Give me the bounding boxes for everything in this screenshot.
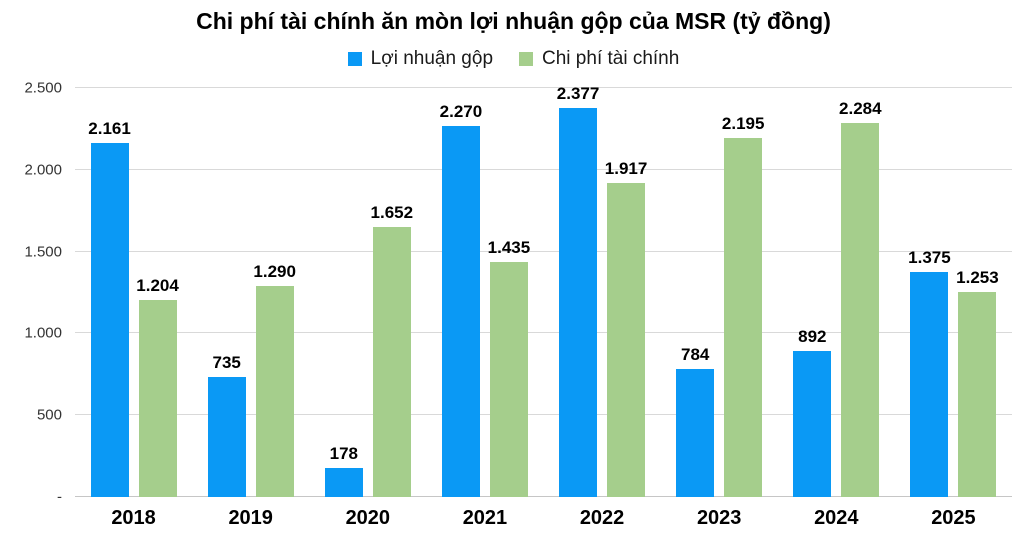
gridline-1000 (75, 332, 1012, 334)
bar-group-2019: 735 1.290 (192, 88, 309, 497)
y-tick-label-2000: 2.000 (24, 161, 62, 179)
bar-groups: 2.161 1.204 735 1.290 178 1.652 2.270 1.435 2.37… (75, 84, 1012, 497)
bar-loi-nhuan-gop-2025: 1.375 (908, 248, 951, 497)
bar-group-2018: 2.161 1.204 (75, 88, 192, 497)
gridline-500 (75, 414, 1012, 416)
gridline-1500 (75, 250, 1012, 252)
value-label-loi-nhuan-gop-2021: 2.270 (439, 101, 483, 121)
value-label-loi-nhuan-gop-2023: 784 (681, 344, 710, 364)
value-label-chi-phi-tai-chinh-2021: 1.435 (487, 238, 531, 258)
y-axis: 2.500 2.000 1.500 1.000 500 - (0, 80, 62, 506)
gridline-0 (75, 496, 1012, 497)
value-label-chi-phi-tai-chinh-2018: 1.204 (136, 276, 179, 296)
chart-title: Chi phí tài chính ăn mòn lợi nhuận gộp c… (196, 8, 831, 34)
bar-chi-phi-tai-chinh-2023: 2.195 (722, 114, 764, 497)
value-label-chi-phi-tai-chinh-2023: 2.195 (721, 113, 765, 133)
legend-item-chi-phi-tai-chinh: Chi phí tài chính (519, 48, 679, 70)
value-label-loi-nhuan-gop-2025: 1.375 (908, 248, 951, 268)
value-label-loi-nhuan-gop-2020: 178 (329, 443, 358, 463)
bar-loi-nhuan-gop-2021: 2.270 (440, 102, 482, 497)
x-tick-label-2024: 2024 (814, 507, 859, 529)
bar-loi-nhuan-gop-2020: 178 (324, 444, 363, 497)
bar-chi-phi-tai-chinh-2020: 1.652 (371, 203, 413, 497)
gridline-2000 (75, 168, 1012, 170)
legend-swatch-green-icon (519, 52, 534, 66)
gridline-2500 (75, 87, 1012, 88)
bar-loi-nhuan-gop-2023: 784 (676, 345, 715, 497)
value-label-loi-nhuan-gop-2024: 892 (798, 327, 827, 347)
bar-group-2025: 1.375 1.253 (895, 88, 1012, 497)
value-label-loi-nhuan-gop-2019: 735 (212, 352, 241, 372)
bar-chi-phi-tai-chinh-2025: 1.253 (956, 268, 999, 497)
value-label-chi-phi-tai-chinh-2019: 1.290 (253, 261, 296, 281)
bar-chi-phi-tai-chinh-2022: 1.917 (605, 159, 647, 497)
value-label-chi-phi-tai-chinh-2024: 2.284 (839, 99, 882, 119)
x-tick-label-2018: 2018 (111, 507, 156, 529)
bar-group-2021: 2.270 1.435 (426, 88, 543, 497)
y-tick-label-0: - (57, 488, 62, 506)
x-tick-label-2025: 2025 (931, 507, 976, 529)
bar-loi-nhuan-gop-2018: 2.161 (88, 119, 131, 497)
bar-group-2023: 784 2.195 (661, 88, 778, 497)
y-tick-label-1000: 1.000 (24, 324, 62, 342)
x-tick-label-2019: 2019 (228, 507, 273, 529)
value-label-loi-nhuan-gop-2018: 2.161 (88, 119, 131, 139)
bar-loi-nhuan-gop-2022: 2.377 (557, 84, 599, 497)
bar-group-2022: 2.377 1.917 (544, 84, 661, 497)
value-label-loi-nhuan-gop-2022: 2.377 (556, 84, 600, 104)
legend-swatch-blue-icon (347, 52, 362, 66)
y-tick-label-500: 500 (36, 406, 62, 424)
value-label-chi-phi-tai-chinh-2025: 1.253 (956, 268, 999, 288)
legend-label-loi-nhuan-gop: Lợi nhuận gộp (370, 48, 494, 69)
x-axis: 2018 2019 2020 2021 2022 2023 2024 2025 (75, 507, 1012, 530)
x-tick-label-2020: 2020 (345, 507, 391, 529)
x-tick-label-2022: 2022 (579, 507, 625, 529)
y-tick-label-2500: 2.500 (24, 79, 62, 97)
y-tick-label-1500: 1.500 (24, 243, 62, 261)
x-tick-label-2023: 2023 (696, 507, 742, 529)
bar-chi-phi-tai-chinh-2019: 1.290 (253, 262, 296, 497)
legend-label-chi-phi-tai-chinh: Chi phí tài chính (542, 48, 680, 69)
bar-group-2020: 178 1.652 (309, 88, 426, 497)
bar-loi-nhuan-gop-2024: 892 (793, 327, 832, 497)
value-label-chi-phi-tai-chinh-2022: 1.917 (604, 159, 648, 179)
bar-chi-phi-tai-chinh-2018: 1.204 (136, 276, 179, 497)
legend: Lợi nhuận gộp Chi phí tài chính (0, 48, 1027, 70)
bar-group-2024: 892 2.284 (778, 88, 895, 497)
value-label-chi-phi-tai-chinh-2020: 1.652 (370, 202, 414, 222)
x-tick-label-2021: 2021 (462, 507, 508, 529)
bar-chi-phi-tai-chinh-2024: 2.284 (839, 99, 882, 497)
legend-item-loi-nhuan-gop: Lợi nhuận gộp (347, 48, 494, 70)
bar-chi-phi-tai-chinh-2021: 1.435 (488, 238, 530, 497)
bar-loi-nhuan-gop-2019: 735 (207, 353, 246, 497)
plot-area: 2.161 1.204 735 1.290 178 1.652 2.270 1.435 2.37… (75, 84, 1012, 497)
